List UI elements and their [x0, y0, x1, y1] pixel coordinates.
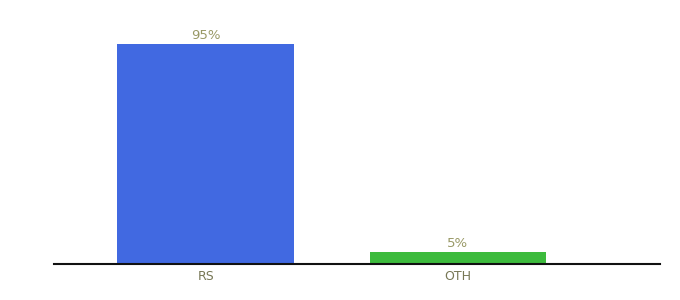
Text: 5%: 5%: [447, 237, 469, 250]
Text: 95%: 95%: [191, 29, 220, 42]
Bar: [118, 44, 294, 264]
Bar: [370, 252, 546, 264]
